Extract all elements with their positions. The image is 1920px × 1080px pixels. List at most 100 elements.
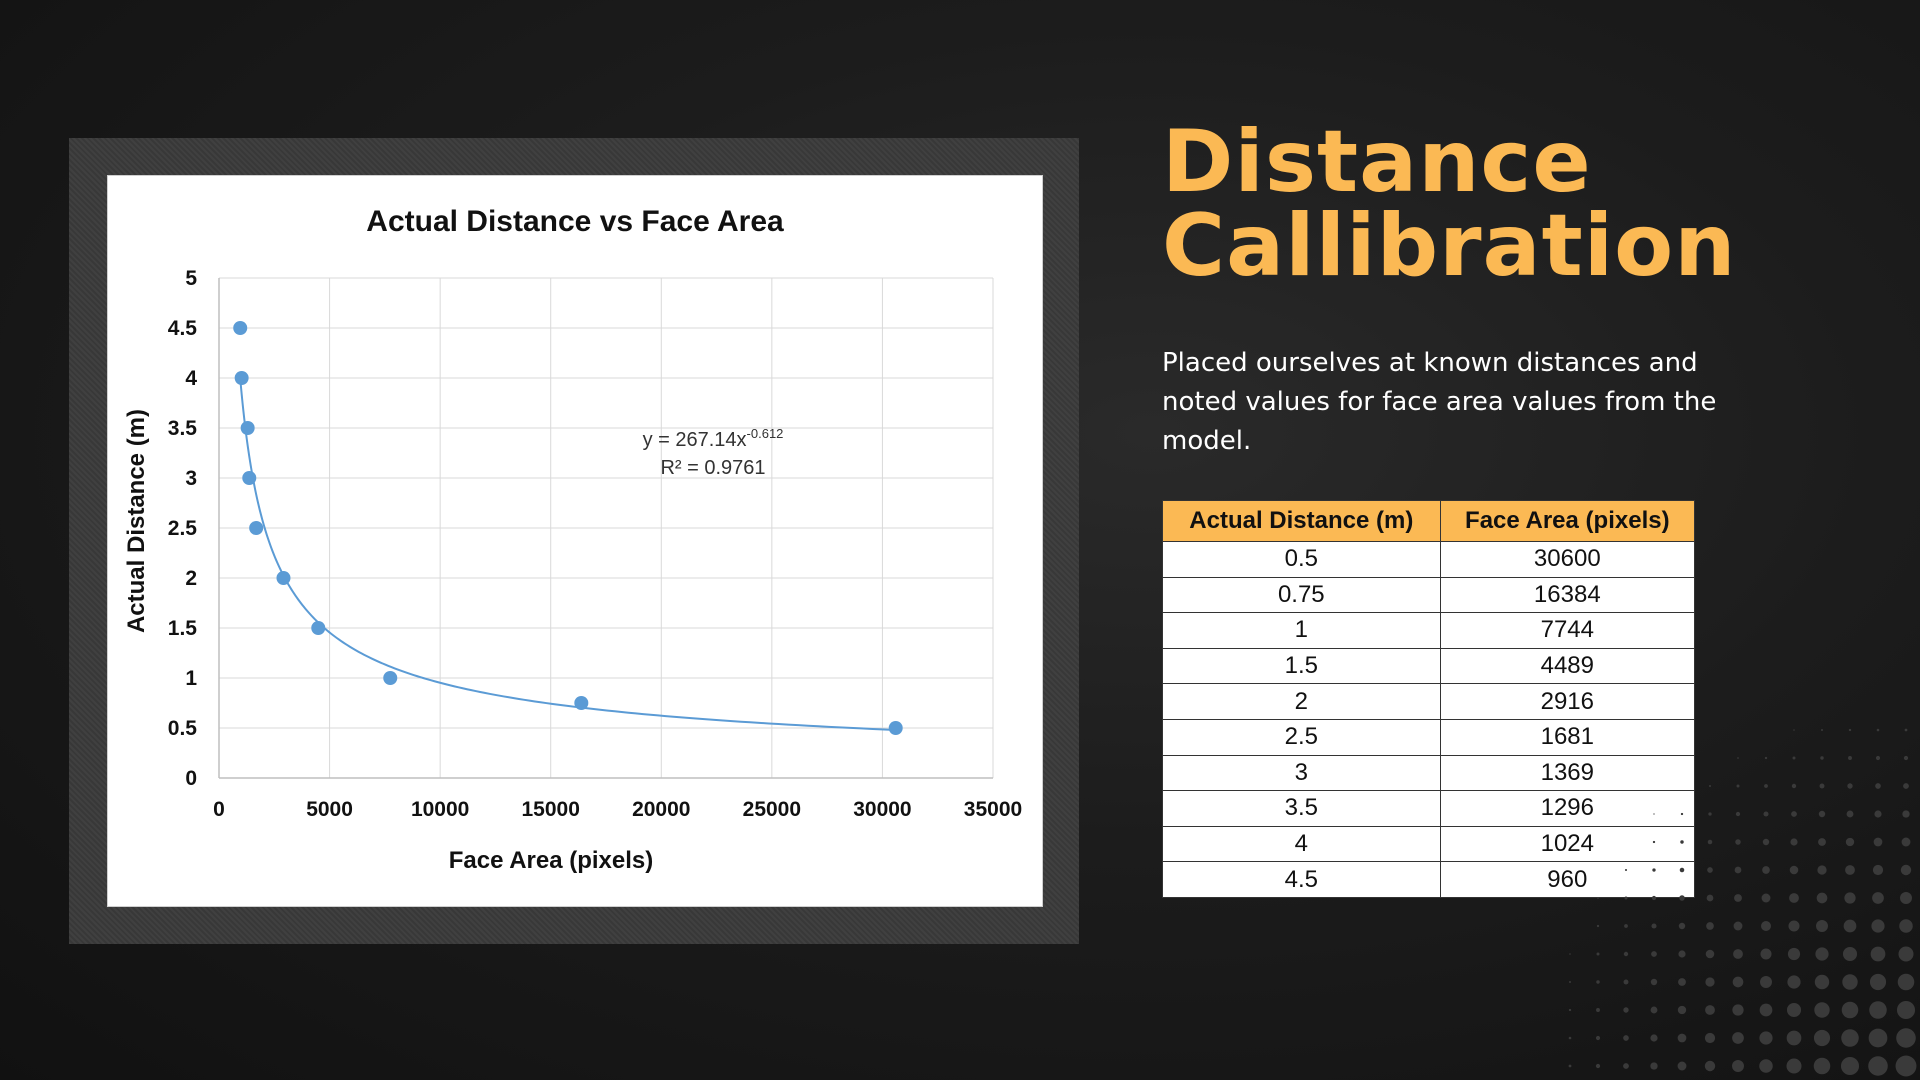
x-tick-label: 15000 [522,798,580,821]
slide-description: Placed ourselves at known distances and … [1162,348,1717,456]
decorative-dot [1841,1001,1859,1019]
data-point [311,621,326,635]
decorative-dot [1815,947,1829,961]
decorative-dot [1872,892,1884,904]
y-tick-labels: 0 0.5 1 1.5 2 2.5 3 3.5 4 4.5 5 [168,267,198,790]
table-cell: 960 [1439,861,1696,898]
decorative-dot [1868,1056,1888,1076]
decorative-dot [1651,923,1657,929]
decorative-dot [1814,1002,1830,1018]
decorative-dot [1569,981,1571,983]
decorative-dot [1819,783,1825,789]
decorative-dot [1789,893,1799,903]
data-point [233,321,248,335]
decorative-dot [1872,864,1884,876]
data-points [233,321,903,735]
y-tick-label: 1 [185,667,197,690]
data-point [888,721,903,735]
decorative-dot [1760,920,1772,932]
decorative-dot [1650,1006,1658,1014]
decorative-dot [1597,897,1599,899]
slide-title: Distance Callibration [1162,112,1862,296]
decorative-dot [1787,947,1801,961]
table-row: 1.5 4489 [1162,647,1696,685]
decorative-dot [1818,838,1826,846]
decorative-dot [1848,728,1852,732]
decorative-dot [1595,1063,1601,1069]
table-cell: 0.75 [1162,576,1441,614]
decorative-dot [1788,920,1800,932]
table-cell: 4 [1162,825,1441,863]
decorative-dot [1678,978,1686,986]
decorative-dot [1760,976,1772,988]
decorative-dot [1764,784,1768,788]
chart-title: Actual Distance vs Face Area [366,205,784,238]
decorative-dot [1789,865,1799,875]
decorative-dot [1762,866,1770,874]
decorative-dot [1677,1005,1687,1015]
table-row: 4.5 960 [1162,861,1696,898]
decorative-dot [1651,951,1657,957]
decorative-dot [1568,1064,1572,1068]
table-cell: 2 [1162,683,1441,720]
decorative-dot [1708,812,1712,816]
decorative-dot [1818,810,1826,818]
y-tick-label: 3 [185,467,197,490]
decorative-dot [1705,1005,1715,1015]
decorative-dot [1845,837,1855,847]
decorative-dot [1902,810,1910,818]
decorative-dot [1732,976,1744,988]
equation-prefix: y = 267.14x [643,429,747,451]
x-tick-label: 35000 [964,798,1022,821]
decorative-dot [1706,922,1714,930]
slide-title-line1: Distance [1162,112,1592,212]
decorative-dot [1870,946,1886,962]
decorative-dot [1764,756,1768,760]
table-row: 0.75 16384 [1162,576,1696,614]
decorative-dot [1791,811,1797,817]
table-cell: 30600 [1439,541,1696,578]
decorative-dot [1816,892,1828,904]
table-cell: 16384 [1439,576,1696,614]
decorative-dot [1596,924,1600,928]
data-point [234,371,249,385]
data-point [240,421,255,435]
decorative-dot [1871,919,1885,933]
decorative-dot [1874,810,1882,818]
data-point [574,696,589,710]
decorative-dot [1651,895,1657,901]
table-header-face-area: Face Area (pixels) [1439,500,1696,542]
decorative-dot [1596,952,1600,956]
decorative-dot [1623,979,1629,985]
decorative-dot [1845,865,1855,875]
decorative-dot [1624,868,1628,872]
table-row: 1 7744 [1162,612,1696,649]
y-tick-label: 4 [185,367,197,390]
x-axis-label: Face Area (pixels) [449,847,654,874]
decorative-dot [1707,867,1713,873]
decorative-dot [1843,919,1857,933]
decorative-dot [1596,1008,1600,1012]
decorative-dot [1901,837,1911,847]
slide-title-line2: Callibration [1162,196,1737,296]
decorative-dot [1876,728,1880,732]
table-cell: 4489 [1439,647,1696,685]
decorative-dot [1708,784,1712,788]
y-tick-label: 5 [185,267,197,290]
decorative-dot [1868,1028,1888,1048]
y-tick-label: 1.5 [168,617,198,640]
decorative-dot [1848,756,1852,760]
decorative-dot [1733,921,1743,931]
decorative-dot [1904,728,1908,732]
decorative-dot [1840,1056,1860,1076]
table-cell: 1369 [1439,754,1696,792]
decorative-dot [1814,974,1830,990]
decorative-dot [1679,895,1685,901]
decorative-dot [1816,920,1828,932]
decorative-dot [1761,893,1771,903]
decorative-dot [1678,950,1686,958]
table-row: 2.5 1681 [1162,718,1696,756]
table-cell: 1 [1162,612,1441,649]
y-tick-label: 4.5 [168,317,198,340]
decorative-dot [1650,1062,1658,1070]
